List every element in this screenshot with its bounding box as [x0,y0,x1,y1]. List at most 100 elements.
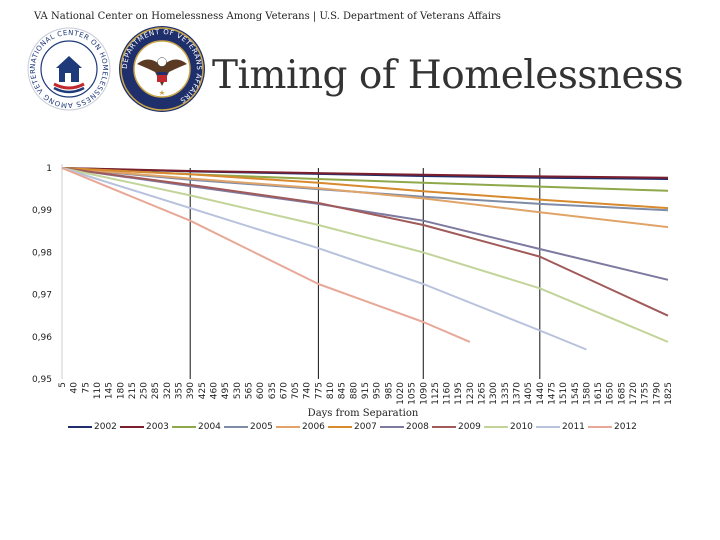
legend-swatch [380,426,404,428]
series-line-2012 [61,167,471,343]
legend-label: 2009 [458,422,481,432]
x-tick-label: 5 [58,382,68,388]
y-tick-label: 0,96 [32,333,52,343]
x-tick-label: 880 [349,382,359,399]
legend-swatch [224,426,248,428]
legend-label: 2003 [146,422,169,432]
x-tick-label: 635 [268,382,278,399]
legend-item-2011: 2011 [536,422,585,432]
x-tick-label: 1300 [489,382,499,405]
legend-label: 2007 [354,422,377,432]
x-tick-label: 1650 [606,382,616,405]
x-tick-label: 705 [291,382,301,399]
eagle-seal-icon [137,57,187,95]
x-tick-label: 845 [338,382,348,399]
x-tick-label: 1720 [629,382,639,405]
x-tick-label: 1825 [664,382,674,405]
y-tick-label: 0,97 [32,291,52,301]
x-tick-label: 250 [140,382,150,399]
nchav-logo: NATIONAL CENTER ON HOMELESSNESS AMONG VE… [26,26,111,111]
legend-item-2003: 2003 [120,422,169,432]
x-tick-label: 1615 [594,382,604,405]
legend-swatch [172,426,196,428]
survival-line-chart: 0,950,960,970,980,991 5 40 75 110 145 180 215 2… [32,164,674,419]
x-tick-label: 285 [151,382,161,399]
legend-item-2009: 2009 [432,422,481,432]
legend-swatch [588,426,612,428]
x-tick-label: 530 [233,382,243,399]
x-tick-label: 1160 [443,382,453,405]
legend-label: 2012 [614,422,637,432]
x-tick-label: 1755 [641,382,651,405]
x-tick-label: 1405 [524,382,534,405]
legend-item-2005: 2005 [224,422,273,432]
x-tick-label: 950 [373,382,383,399]
series-line-2007 [61,167,669,210]
x-tick-label: 775 [314,382,324,399]
legend-label: 2010 [510,422,533,432]
legend-item-2002: 2002 [68,422,117,432]
x-tick-label: 460 [210,382,220,399]
series-line-2003 [61,167,669,179]
legend-swatch [120,426,144,428]
x-tick-label: 1265 [478,382,488,405]
y-tick-label: 0,98 [32,248,52,258]
x-tick-label: 1195 [454,382,464,405]
x-tick-label: 40 [70,382,80,394]
x-tick-label: 670 [279,382,289,399]
x-tick-label: 565 [244,382,254,399]
x-axis-label: Days from Separation [308,408,419,419]
x-tick-label: 1370 [513,382,523,405]
x-tick-label: 985 [384,382,394,399]
x-tick-label: 1790 [652,382,662,405]
x-tick-label: 75 [81,382,91,393]
x-tick-label: 1125 [431,382,441,405]
x-tick-label: 425 [198,382,208,399]
legend-label: 2006 [302,422,325,432]
x-tick-label: 1475 [547,382,557,405]
legend-swatch [484,426,508,428]
x-tick-label: 390 [186,382,196,399]
legend-item-2004: 2004 [172,422,221,432]
legend-label: 2011 [562,422,585,432]
y-tick-label: 1 [46,164,52,174]
y-tick-label: 0,95 [32,375,52,385]
y-tick-label: 0,99 [32,206,52,216]
x-tick-label: 110 [93,382,103,399]
legend-item-2006: 2006 [276,422,325,432]
x-tick-label: 600 [256,382,266,399]
legend-label: 2002 [94,422,117,432]
legend-swatch [536,426,560,428]
legend-item-2007: 2007 [328,422,377,432]
page-title: Timing of Homelessness [212,53,684,98]
x-tick-label: 1090 [419,382,429,405]
x-tick-label: 1020 [396,382,406,405]
x-tick-label: 215 [128,382,138,399]
legend-swatch [328,426,352,428]
legend-swatch [68,426,92,428]
x-tick-label: 1055 [408,382,418,405]
legend-item-2008: 2008 [380,422,429,432]
x-tick-label: 1580 [582,382,592,405]
x-tick-label: 495 [221,382,231,399]
x-tick-label: 810 [326,382,336,399]
va-seal-logo: DEPARTMENT OF VETERANS AFFAIRS [119,26,205,112]
legend-label: 2005 [250,422,273,432]
series-line-2006 [61,167,669,229]
x-tick-label: 180 [116,382,126,399]
x-tick-label: 740 [303,382,313,399]
x-tick-label: 355 [175,382,185,399]
legend-label: 2008 [406,422,429,432]
series-line-2008 [61,167,669,281]
house-flag-seal-icon [53,56,85,94]
x-tick-label: 1230 [466,382,476,405]
legend-label: 2004 [198,422,221,432]
x-tick-label: 1510 [559,382,569,405]
x-tick-label: 1335 [501,382,511,405]
header-text: VA National Center on Homelessness Among… [34,11,501,22]
x-tick-label: 1440 [536,382,546,405]
x-tick-label: 1545 [571,382,581,405]
legend-item-2012: 2012 [588,422,637,432]
legend-item-2010: 2010 [484,422,533,432]
x-tick-label: 145 [105,382,115,399]
